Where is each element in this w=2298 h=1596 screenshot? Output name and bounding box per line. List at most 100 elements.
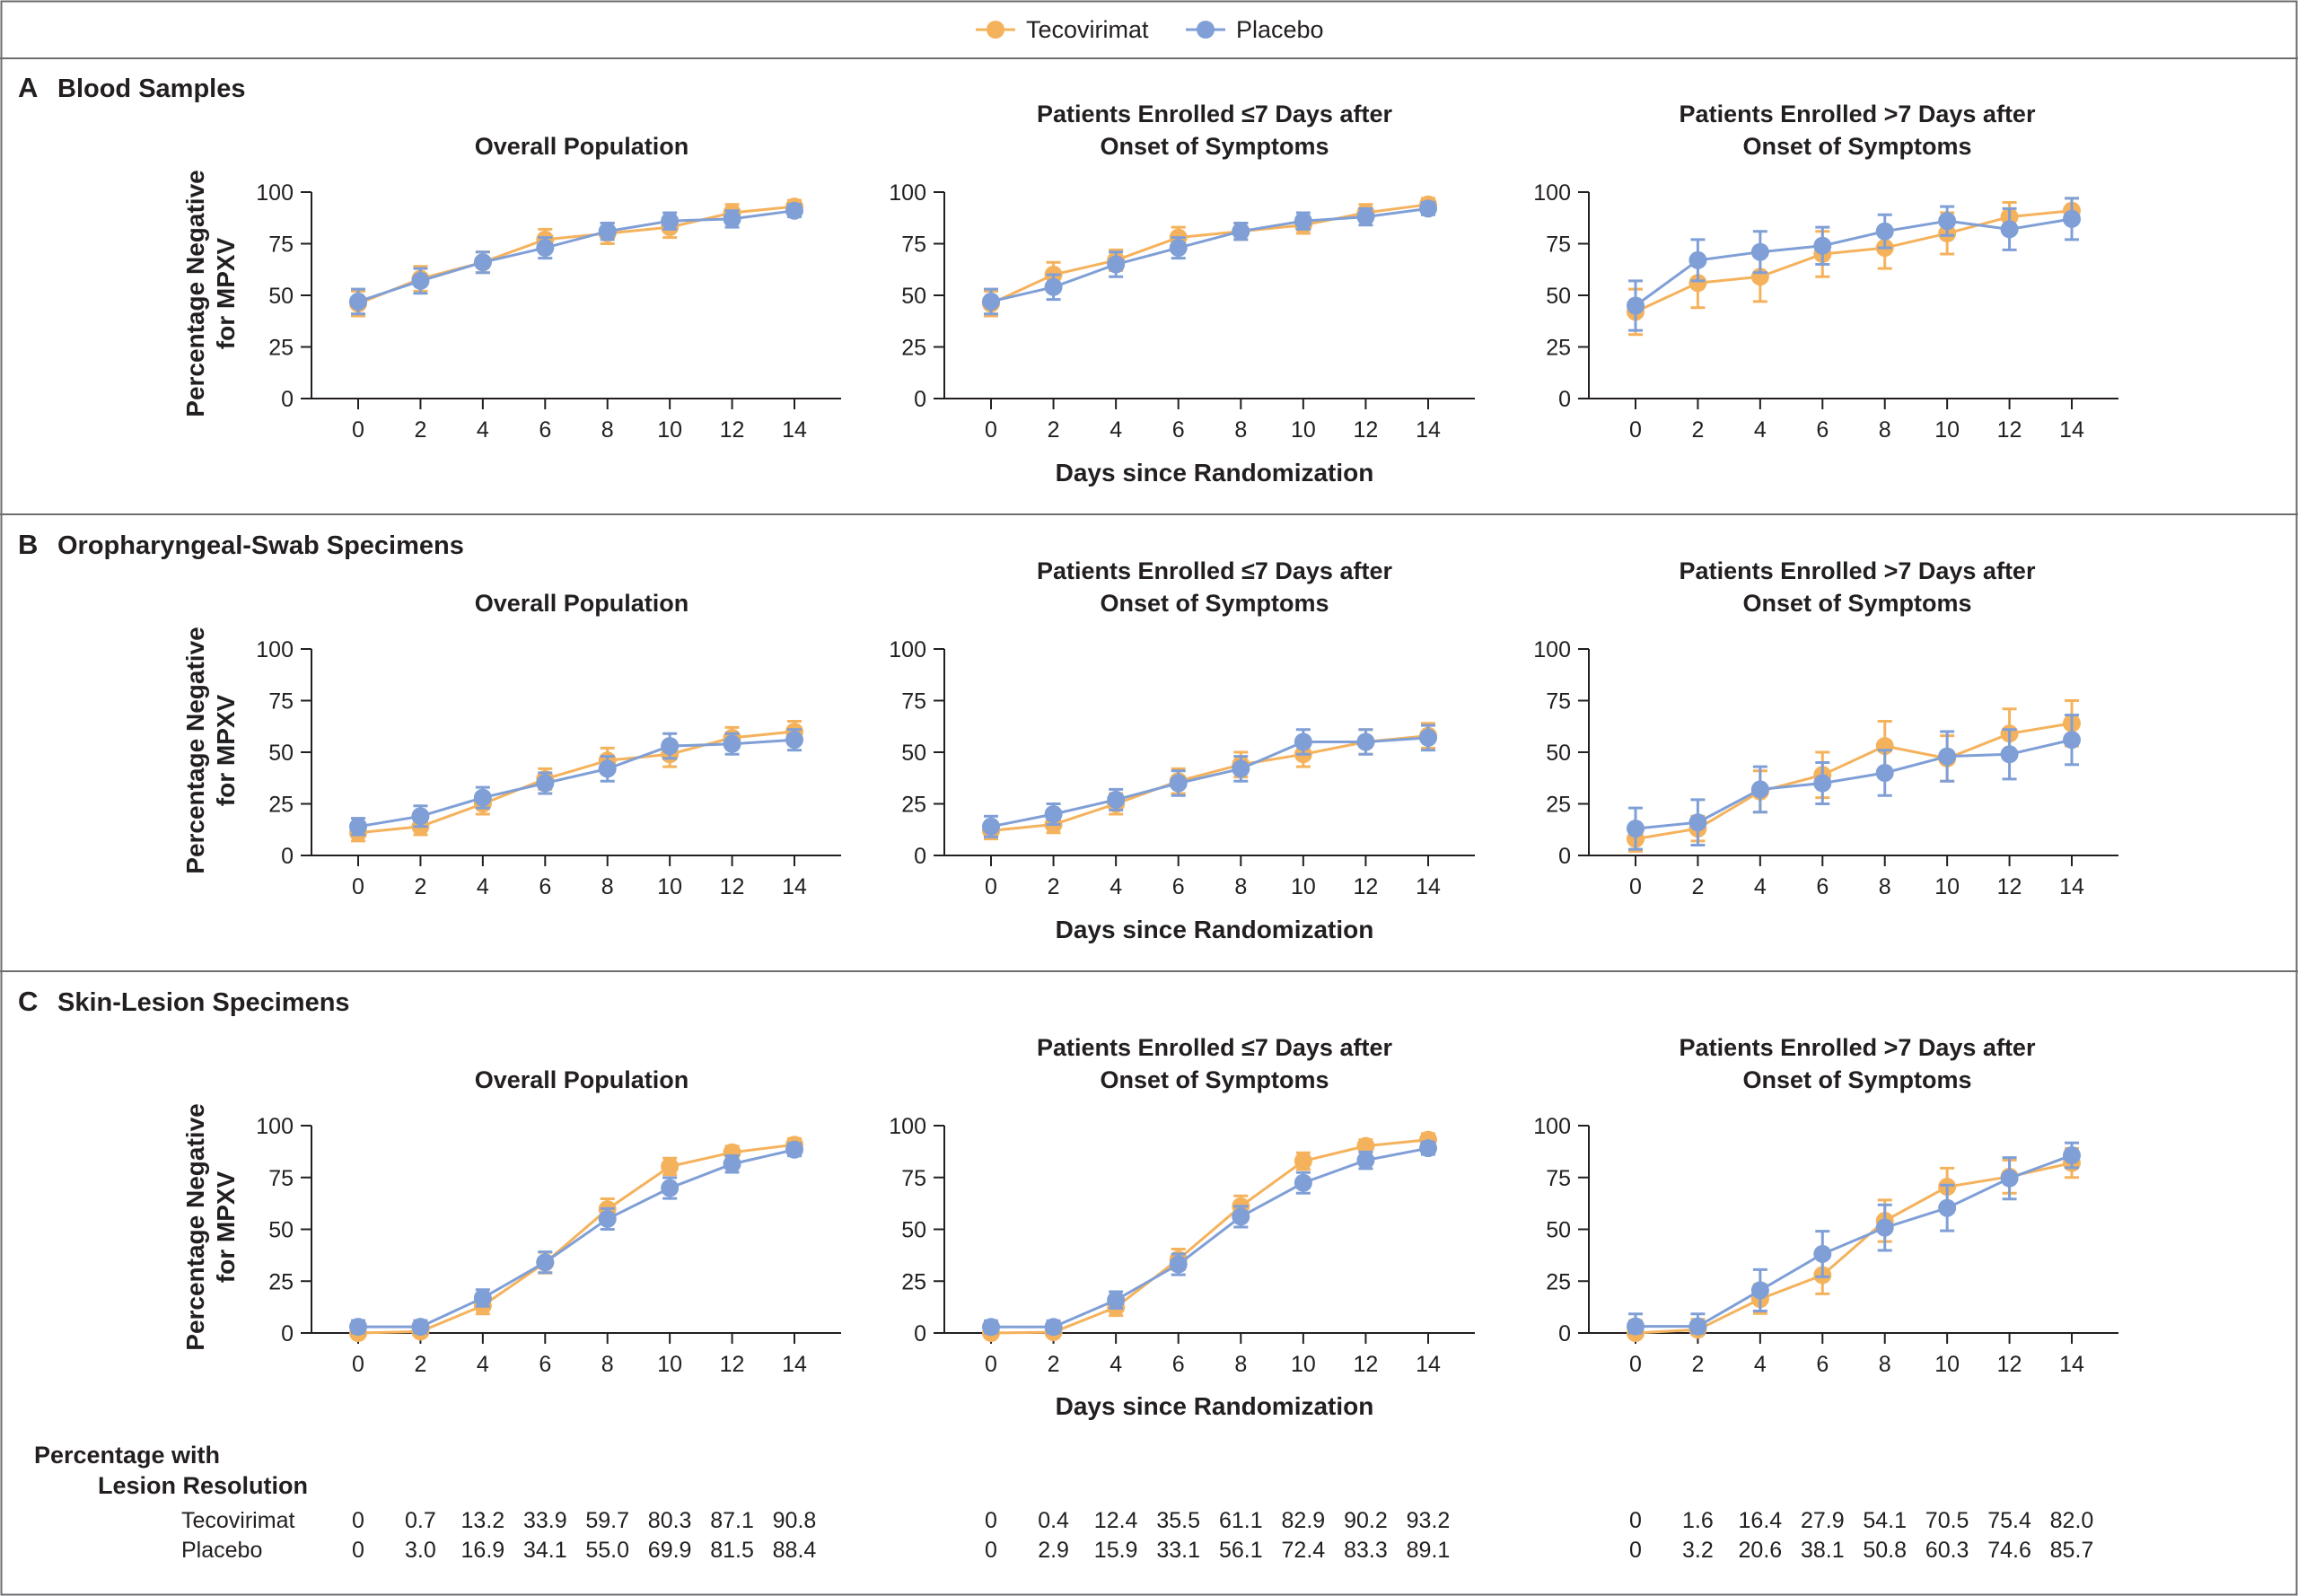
data-point-placebo <box>349 292 367 311</box>
data-point-placebo <box>1938 747 1957 766</box>
data-point-placebo <box>598 1209 617 1228</box>
x-axis-title-c: Days since Randomization <box>1056 1392 1374 1420</box>
series-placebo <box>349 1140 803 1337</box>
data-point-placebo <box>1294 1173 1312 1192</box>
y-tick-label: 100 <box>889 1114 926 1139</box>
data-point-tecovirimat <box>1688 274 1707 293</box>
x-tick-label: 4 <box>477 874 489 899</box>
y-tick-label: 25 <box>901 336 926 361</box>
table-cell-tecovirimat: 82.0 <box>2050 1508 2094 1533</box>
x-axis-title-a: Days since Randomization <box>1056 459 1374 487</box>
table-cell-placebo: 50.8 <box>1863 1538 1907 1563</box>
y-tick-label: 50 <box>268 1218 294 1243</box>
x-tick-label: 8 <box>601 874 614 899</box>
y-tick-label: 50 <box>1546 1218 1571 1243</box>
table-cell-placebo: 16.9 <box>461 1538 505 1563</box>
y-tick-label: 75 <box>268 1166 294 1191</box>
data-point-placebo <box>1419 199 1437 218</box>
data-point-placebo <box>1044 1318 1063 1337</box>
table-cell-placebo: 3.0 <box>405 1538 436 1563</box>
data-point-placebo <box>1294 732 1312 751</box>
x-tick-label: 10 <box>1934 874 1960 899</box>
table-cell-tecovirimat: 1.6 <box>1682 1508 1714 1533</box>
data-point-placebo <box>598 222 617 241</box>
data-point-placebo <box>982 1318 1000 1337</box>
x-tick-label: 8 <box>1234 1352 1247 1377</box>
x-tick-label: 14 <box>1416 874 1441 899</box>
panel-title-a-late-1: Patients Enrolled >7 Days after <box>1680 101 2036 127</box>
legend-placebo-marker <box>1197 21 1215 39</box>
data-point-placebo <box>1813 1244 1832 1263</box>
y-tick-label: 100 <box>256 180 294 206</box>
table-header-line1: Percentage with <box>34 1442 220 1469</box>
table-cell-placebo: 88.4 <box>773 1538 817 1563</box>
series-line-placebo <box>1636 1153 2073 1329</box>
table-cell-tecovirimat: 0 <box>1629 1508 1642 1533</box>
y-axis-title-b-1: Percentage Negative <box>181 627 209 873</box>
panel-a-2: 0 25 50 75 100 0 2 4 6 8 10 12 14 <box>889 180 1475 443</box>
series-placebo <box>982 1139 1437 1337</box>
x-tick-label: 8 <box>1879 874 1891 899</box>
y-tick-label: 0 <box>1558 844 1571 869</box>
series-line-tecovirimat <box>990 1138 1429 1335</box>
y-tick-label: 75 <box>268 689 294 715</box>
x-tick-label: 8 <box>1234 417 1247 443</box>
x-tick-label: 2 <box>414 1352 426 1377</box>
x-tick-label: 14 <box>2059 1352 2084 1377</box>
series-line-placebo <box>1635 217 2073 307</box>
table-cell-placebo: 74.6 <box>1987 1538 2031 1563</box>
section-a-letter: A <box>18 72 38 103</box>
legend-tecovirimat-marker <box>987 21 1004 39</box>
panel-c-1: 0 25 50 75 100 0 2 4 6 8 10 12 14 <box>256 1114 841 1377</box>
panel-title-a-overall: Overall Population <box>475 133 689 160</box>
panel-title-a-late-2: Onset of Symptoms <box>1742 133 1971 160</box>
panel-b-2: 0 25 50 75 100 0 2 4 6 8 10 12 14 <box>889 637 1475 899</box>
x-tick-label: 12 <box>1354 874 1379 899</box>
data-point-placebo <box>536 239 555 258</box>
y-tick-label: 0 <box>914 1321 926 1346</box>
x-tick-label: 12 <box>1354 1352 1379 1377</box>
data-point-placebo <box>723 734 741 753</box>
y-tick-label: 50 <box>901 741 926 766</box>
data-point-placebo <box>1938 1198 1957 1217</box>
x-tick-label: 6 <box>1816 874 1829 899</box>
panel-title-c-overall: Overall Population <box>475 1066 689 1093</box>
x-tick-label: 2 <box>1691 874 1704 899</box>
y-tick-label: 0 <box>914 844 926 869</box>
y-tick-label: 25 <box>1546 1269 1571 1294</box>
series-placebo <box>349 728 803 837</box>
series-line-tecovirimat <box>1635 722 2073 841</box>
panel-title-b-early-1: Patients Enrolled ≤7 Days after <box>1037 557 1392 584</box>
x-tick-label: 0 <box>985 417 997 443</box>
panel-c-3: 0 25 50 75 100 0 2 4 6 8 10 12 14 <box>1533 1114 2118 1377</box>
y-axis-title-a-2: for MPXV <box>212 237 240 349</box>
table-cell-tecovirimat: 0 <box>985 1508 997 1533</box>
y-axis-title-c-1: Percentage Negative <box>181 1103 209 1350</box>
y-tick-label: 50 <box>1546 284 1571 309</box>
series-placebo <box>1627 197 2081 332</box>
x-tick-label: 10 <box>657 1352 682 1377</box>
y-tick-label: 100 <box>1533 180 1571 206</box>
table-cell-tecovirimat: 35.5 <box>1156 1508 1200 1533</box>
data-point-placebo <box>2063 731 2081 750</box>
x-tick-label: 12 <box>720 874 745 899</box>
x-tick-label: 4 <box>477 1352 489 1377</box>
section-b-title: Oropharyngeal-Swab Specimens <box>57 531 464 560</box>
data-point-placebo <box>473 253 492 272</box>
table-cell-tecovirimat: 54.1 <box>1863 1508 1907 1533</box>
table-cell-placebo: 56.1 <box>1219 1538 1263 1563</box>
x-tick-label: 14 <box>1416 1352 1441 1377</box>
data-point-placebo <box>473 1288 492 1307</box>
section-b-letter: B <box>18 529 38 560</box>
x-tick-label: 10 <box>1291 874 1316 899</box>
table-cell-placebo: 0 <box>1629 1538 1642 1563</box>
x-tick-label: 8 <box>601 1352 614 1377</box>
x-tick-label: 12 <box>1997 1352 2022 1377</box>
data-point-placebo <box>1232 222 1250 241</box>
table-cell-tecovirimat: 59.7 <box>585 1508 629 1533</box>
table-cell-tecovirimat: 33.9 <box>523 1508 567 1533</box>
data-point-placebo <box>1356 207 1375 226</box>
x-tick-label: 14 <box>782 417 807 443</box>
table-header-line2: Lesion Resolution <box>98 1472 308 1499</box>
y-tick-label: 100 <box>1533 637 1571 662</box>
